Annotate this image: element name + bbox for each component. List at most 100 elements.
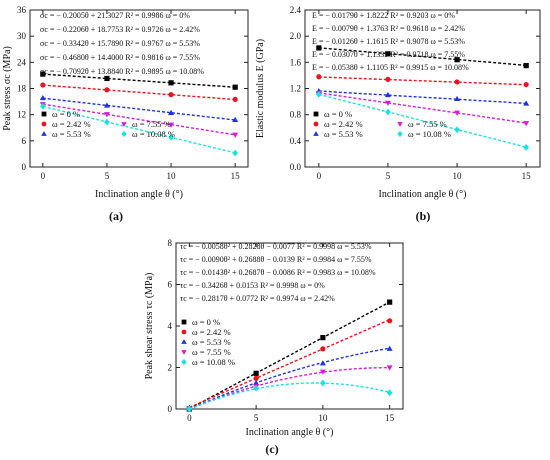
data-point <box>168 92 174 98</box>
legend-label: ω = 5.53 % <box>324 129 363 139</box>
fit-line-1 <box>318 76 527 86</box>
legend-label: ω = 7.55 % <box>132 119 171 129</box>
fit-equation: τc = − 0.2817θ + 0.0772 R² = 0.9974 ω = … <box>180 294 335 303</box>
data-point <box>168 109 175 116</box>
y-axis-label: Peak shear stress τc (MPa) <box>144 273 155 380</box>
data-point <box>387 299 393 305</box>
data-point <box>523 143 530 151</box>
legend-label: ω = 2.42 % <box>324 119 363 129</box>
data-point <box>384 91 391 98</box>
fit-line-1 <box>189 319 390 409</box>
legend-marker <box>313 131 319 136</box>
data-point <box>319 369 326 375</box>
y-tick-label: 2 <box>168 363 173 373</box>
y-tick-label: 8 <box>168 238 173 248</box>
y-tick-label: 2.4 <box>290 5 302 15</box>
data-point <box>384 100 391 107</box>
legend-marker <box>41 131 47 136</box>
fit-line-3 <box>42 103 236 136</box>
y-tick-label: 0 <box>168 404 173 414</box>
legend-label: ω = 2.42 % <box>192 327 231 337</box>
legend-marker <box>397 122 403 127</box>
data-point <box>385 108 391 116</box>
legend-marker <box>313 111 319 117</box>
legend-marker <box>121 122 127 127</box>
data-point <box>39 103 46 110</box>
plot-frame <box>304 9 541 168</box>
x-tick-label: 10 <box>318 413 328 423</box>
legend-marker <box>181 339 187 344</box>
y-tick-label: 0 <box>22 162 27 172</box>
data-point <box>523 63 529 69</box>
data-point <box>253 384 259 392</box>
legend-label: ω = 0 % <box>52 109 80 119</box>
y-tick-label: 0.8 <box>290 110 302 120</box>
legend-marker <box>313 121 319 127</box>
data-point <box>320 379 326 387</box>
y-tick-label: 30 <box>17 31 27 41</box>
fit-line-4 <box>189 382 390 410</box>
data-point <box>315 91 322 98</box>
x-axis-label: Inclination angle θ (°) <box>95 189 183 200</box>
fit-equation: E = − 0.0179θ + 1.8222 R² = 0.9203 ω = 0… <box>312 11 455 20</box>
fit-line-0 <box>42 73 236 88</box>
x-tick-label: 5 <box>105 171 110 181</box>
data-point <box>104 75 110 82</box>
legend-label: ω = 0 % <box>192 317 220 327</box>
fit-equation: E = − 0.0126θ + 1.1615 R² = 0.9078 ω = 5… <box>312 37 465 46</box>
data-point <box>168 80 174 86</box>
chart-b: 0 5 10 15 0.0 0.4 0.8 1.2 1.6 2.0 2.4 Inclination a… <box>255 5 541 223</box>
x-tick-label: 5 <box>254 413 259 423</box>
panel-caption: (c) <box>265 442 278 456</box>
legend-marker <box>181 319 187 325</box>
x-axis-label: Inclination angle θ (°) <box>379 189 467 200</box>
y-tick-label: 0.0 <box>290 162 302 172</box>
x-tick-label: 0 <box>187 413 192 423</box>
data-point <box>168 133 174 141</box>
data-point <box>40 82 46 88</box>
data-point <box>253 375 259 381</box>
data-point <box>386 365 393 371</box>
x-tick-label: 0 <box>41 171 46 181</box>
fit-equation: E = − 0.0307θ + 1.1335 R² = 0.9718 ω = 7… <box>312 50 465 59</box>
x-tick-label: 5 <box>386 171 391 181</box>
data-point <box>523 100 530 106</box>
data-point <box>253 370 259 376</box>
legend-marker <box>41 121 47 127</box>
data-point <box>103 112 110 118</box>
fit-equation: σc = − 0.4680θ + 14.4000 R² = 0.9816 ω =… <box>40 53 200 62</box>
data-point <box>39 94 46 101</box>
x-tick-label: 15 <box>231 171 241 181</box>
legend-marker <box>181 329 187 335</box>
chart-a: 0 5 10 15 0 6 12 18 24 30 36 Inclination angle θ (°… <box>2 5 249 223</box>
data-point <box>232 149 239 157</box>
legend-marker <box>121 130 127 138</box>
data-point <box>385 76 391 82</box>
legend-label: ω = 10.08 % <box>132 129 175 139</box>
legend-label: ω = 7.55 % <box>408 119 447 129</box>
y-tick-label: 4 <box>168 321 173 331</box>
data-point <box>104 87 110 93</box>
legend-marker <box>397 130 403 138</box>
x-tick-label: 10 <box>453 171 463 181</box>
legend-marker <box>181 358 187 366</box>
chart-c: 0 5 10 15 0 2 4 6 8 Inclination angle θ (°) Peak s… <box>144 238 404 456</box>
fit-equation: E = − 0.0079θ + 1.3763 R² = 0.9618 ω = 2… <box>312 24 465 33</box>
data-point <box>454 57 460 63</box>
fit-equation: τc = − 0.3426θ + 0.0153 R² = 0.9998 ω = … <box>180 281 325 290</box>
fit-equation: τc = − 0.0090θ² + 0.2688θ − 0.0139 R² = … <box>180 255 372 264</box>
x-tick-label: 15 <box>385 413 395 423</box>
fit-equation: σc = − 0.3342θ + 15.7890 R² = 0.9767 ω =… <box>40 39 200 48</box>
data-point <box>40 71 46 77</box>
data-point <box>523 121 530 127</box>
legend-label: ω = 2.42 % <box>52 119 91 129</box>
data-point <box>454 79 460 85</box>
y-axis-label: Elastic modulus E (GPa) <box>255 39 266 138</box>
legend-label: ω = 5.53 % <box>52 129 91 139</box>
legend-label: ω = 5.53 % <box>192 337 231 347</box>
y-tick-label: 0.4 <box>290 136 302 146</box>
data-point <box>168 122 175 128</box>
data-point <box>386 389 393 397</box>
legend-label: ω = 10.08 % <box>408 129 451 139</box>
